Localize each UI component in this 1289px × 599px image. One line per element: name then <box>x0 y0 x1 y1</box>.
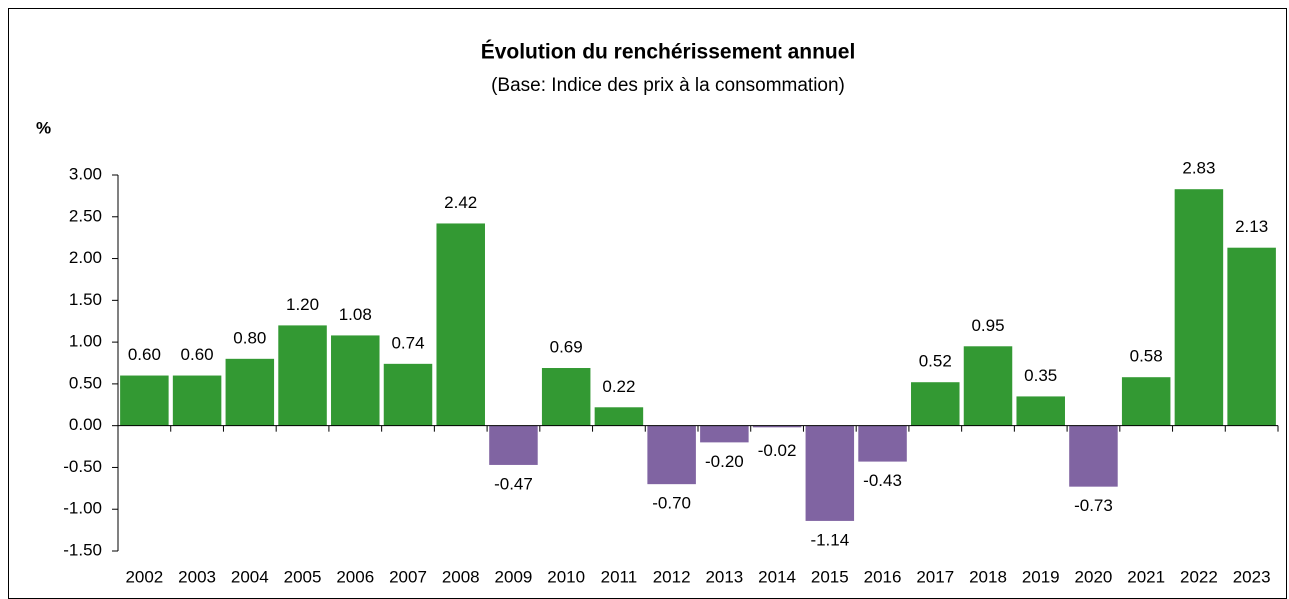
y-tick-label: -1.50 <box>63 540 102 559</box>
bar <box>278 325 327 426</box>
bar <box>963 346 1013 426</box>
bar <box>383 363 433 426</box>
y-tick-label: -1.00 <box>63 499 102 518</box>
data-label: 2.13 <box>1235 217 1268 236</box>
x-tick-label: 2020 <box>1075 567 1113 586</box>
chart-border <box>8 8 1287 599</box>
x-tick-label: 2011 <box>601 567 638 586</box>
data-label: 0.74 <box>391 333 424 352</box>
data-label: 1.20 <box>286 295 319 314</box>
data-label: 2.83 <box>1182 159 1215 178</box>
chart-subtitle: (Base: Indice des prix à la consommation… <box>491 75 845 96</box>
bar <box>331 335 380 426</box>
x-tick-label: 2003 <box>178 567 216 586</box>
x-tick-label: 2008 <box>442 567 480 586</box>
x-tick-label: 2023 <box>1233 567 1271 586</box>
bar <box>1174 189 1224 426</box>
x-tick-label: 2005 <box>284 567 322 586</box>
y-tick-label: 0.50 <box>69 373 102 392</box>
y-tick-label: 2.50 <box>69 206 102 225</box>
data-label: 0.52 <box>919 352 952 371</box>
x-tick-label: 2016 <box>864 567 902 586</box>
x-tick-label: 2022 <box>1180 567 1218 586</box>
data-label: 2.42 <box>444 193 477 212</box>
y-axis-label: % <box>36 118 51 137</box>
bar <box>858 425 907 462</box>
data-label: 0.80 <box>233 328 266 347</box>
bar <box>805 425 855 521</box>
x-tick-label: 2010 <box>547 567 585 586</box>
data-label: -1.14 <box>810 530 849 549</box>
data-label: -0.70 <box>652 494 691 513</box>
data-label: -0.43 <box>863 471 902 490</box>
x-tick-label: 2013 <box>705 567 743 586</box>
bar <box>225 358 275 426</box>
data-label: 0.69 <box>550 337 583 356</box>
y-tick-label: 3.00 <box>69 164 102 183</box>
data-label: 0.95 <box>971 316 1004 335</box>
x-tick-label: 2012 <box>653 567 691 586</box>
bar <box>594 407 644 426</box>
bar <box>752 425 802 428</box>
y-tick-label: 2.00 <box>69 248 102 267</box>
y-tick-label: 1.50 <box>69 290 102 309</box>
data-label: -0.02 <box>758 441 797 460</box>
bar <box>911 382 960 426</box>
bar <box>1121 377 1171 426</box>
data-label: 0.60 <box>128 345 161 364</box>
x-tick-label: 2019 <box>1022 567 1060 586</box>
bar <box>647 425 696 485</box>
x-tick-label: 2017 <box>916 567 954 586</box>
y-tick-label: -0.50 <box>63 457 102 476</box>
x-tick-label: 2021 <box>1127 567 1165 586</box>
chart-title: Évolution du renchérissement annuel <box>481 41 856 64</box>
bar <box>172 375 222 426</box>
data-label: 0.58 <box>1130 347 1163 366</box>
bar <box>541 368 591 426</box>
data-label: 0.22 <box>602 377 635 396</box>
bar <box>120 375 169 426</box>
bar <box>700 425 749 443</box>
x-tick-label: 2009 <box>495 567 533 586</box>
bar <box>1016 396 1065 426</box>
data-label: -0.20 <box>705 452 744 471</box>
data-label: 0.60 <box>181 345 214 364</box>
bar <box>436 223 485 426</box>
y-tick-label: 0.00 <box>69 415 102 434</box>
x-tick-label: 2015 <box>811 567 849 586</box>
data-label: 1.08 <box>339 305 372 324</box>
x-tick-label: 2014 <box>758 567 796 586</box>
bar <box>1227 247 1276 426</box>
x-tick-label: 2018 <box>969 567 1007 586</box>
data-label: -0.47 <box>494 474 533 493</box>
x-tick-label: 2007 <box>389 567 427 586</box>
data-label: 0.35 <box>1024 366 1057 385</box>
bar <box>1069 425 1118 487</box>
x-tick-label: 2002 <box>125 567 163 586</box>
x-tick-label: 2004 <box>231 567 269 586</box>
data-label: -0.73 <box>1074 496 1113 515</box>
x-tick-label: 2006 <box>336 567 374 586</box>
bar <box>489 425 538 465</box>
y-tick-label: 1.00 <box>69 332 102 351</box>
